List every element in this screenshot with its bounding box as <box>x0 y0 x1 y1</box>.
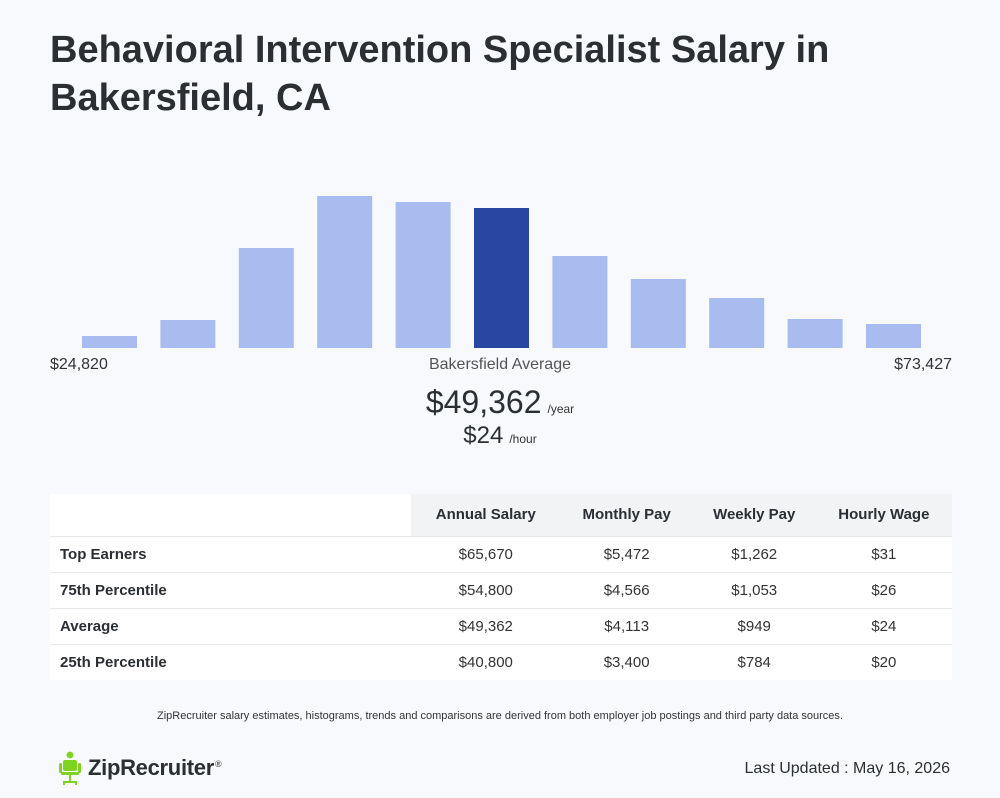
cell-monthly: $3,400 <box>603 653 650 671</box>
table-row: Top Earners $65,670 $5,472 $1,262 $31 <box>50 536 952 572</box>
table-header-row: Annual Salary Monthly Pay Weekly Pay Hou… <box>50 494 952 536</box>
table-row: 75th Percentile $54,800 $4,566 $1,053 $2… <box>50 572 952 608</box>
data-disclaimer: ZipRecruiter salary estimates, histogram… <box>157 710 843 722</box>
range-min-label: $24,820 <box>50 356 108 373</box>
histogram-bar <box>160 320 216 348</box>
average-hourly-unit: /hour <box>509 432 537 446</box>
cell-annual: $54,800 <box>458 581 513 599</box>
cell-hourly: $31 <box>871 545 897 563</box>
chair-person-icon <box>59 751 81 785</box>
average-annual-value: $49,362 <box>425 384 542 420</box>
salary-table: Annual Salary Monthly Pay Weekly Pay Hou… <box>50 494 952 680</box>
table-row: Average $49,362 $4,113 $949 $24 <box>50 608 952 644</box>
average-label: Bakersfield Average <box>428 356 571 373</box>
cell-monthly: $4,113 <box>604 617 650 635</box>
histogram-bar <box>787 319 843 348</box>
average-annual-unit: /year <box>547 402 575 416</box>
cell-monthly: $4,566 <box>603 581 650 599</box>
histogram-bar <box>82 336 137 348</box>
histogram-bar <box>395 202 451 348</box>
cell-weekly: $784 <box>737 653 771 671</box>
header-annual: Annual Salary <box>411 494 561 536</box>
histogram-bar <box>630 279 686 348</box>
logo-text: ZipRecruiter® <box>88 755 222 780</box>
row-label: 75th Percentile <box>60 581 167 599</box>
histogram-bar-average <box>474 208 529 348</box>
row-label: 25th Percentile <box>60 653 167 671</box>
row-label: Average <box>60 617 119 635</box>
cell-weekly: $949 <box>737 617 771 635</box>
cell-annual: $65,670 <box>458 545 513 563</box>
histogram-bar <box>552 256 608 348</box>
cell-annual: $40,800 <box>458 653 513 671</box>
cell-hourly: $20 <box>871 653 897 671</box>
average-hourly-value: $24 <box>463 422 504 449</box>
average-annual: $49,362/year <box>0 384 1000 421</box>
ziprecruiter-logo[interactable]: ZipRecruiter® <box>58 750 222 786</box>
cell-hourly: $26 <box>871 581 897 599</box>
range-max-label: $73,427 <box>894 356 952 373</box>
page-title: Behavioral Intervention Specialist Salar… <box>50 29 830 119</box>
header-weekly: Weekly Pay <box>692 494 816 536</box>
registered-mark: ® <box>214 758 222 769</box>
cell-weekly: $1,053 <box>731 581 778 599</box>
header-monthly: Monthly Pay <box>560 494 693 536</box>
cell-monthly: $5,472 <box>603 545 650 563</box>
histogram-bar <box>709 298 765 348</box>
histogram-bar <box>866 324 921 348</box>
row-label: Top Earners <box>60 545 147 563</box>
histogram-bar <box>238 248 294 348</box>
table-row: 25th Percentile $40,800 $3,400 $784 $20 <box>50 644 952 680</box>
cell-annual: $49,362 <box>458 617 513 635</box>
salary-histogram <box>82 196 921 348</box>
header-hourly: Hourly Wage <box>815 494 952 536</box>
average-hourly: $24/hour <box>0 422 1000 450</box>
cell-hourly: $24 <box>871 617 897 635</box>
cell-weekly: $1,262 <box>731 545 778 563</box>
histogram-bar <box>317 196 373 348</box>
header-blank <box>50 494 411 536</box>
last-updated: Last Updated : May 16, 2026 <box>744 760 950 777</box>
